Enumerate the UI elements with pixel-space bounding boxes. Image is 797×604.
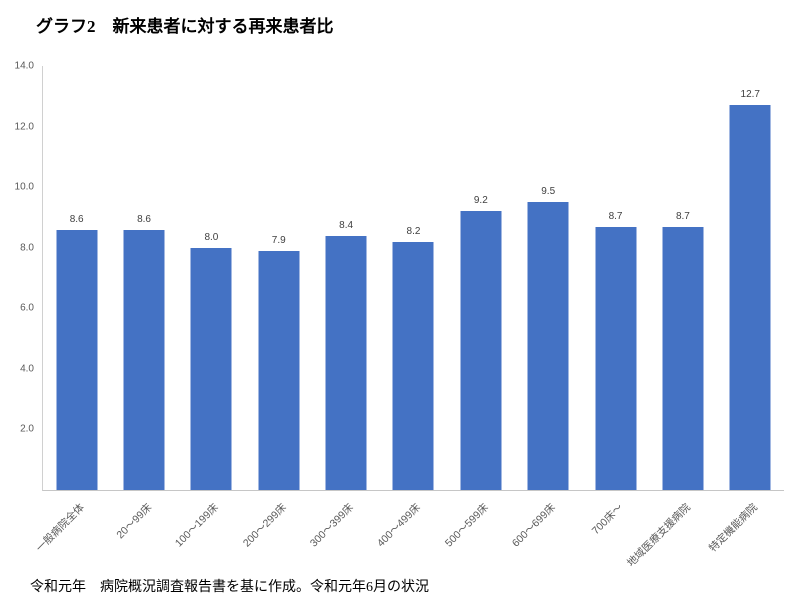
bar-value-label: 9.5 xyxy=(541,186,556,198)
x-axis-label: 200～299床 xyxy=(240,501,289,550)
x-axis-label: 地域医療支援病院 xyxy=(624,501,693,570)
y-tick-label: 8.0 xyxy=(20,242,34,254)
x-axis-label: 600～699床 xyxy=(509,501,559,550)
bar-value-label: 9.2 xyxy=(473,195,488,207)
bar xyxy=(729,105,771,490)
x-axis-label: 500～599床 xyxy=(442,501,491,550)
y-tick-label: 12.0 xyxy=(14,121,34,133)
bar-slot: 8.7 地域医療支援病院 xyxy=(625,66,716,569)
bar-value-label: 8.7 xyxy=(608,210,623,222)
bar xyxy=(392,241,434,490)
bar-value-label: 7.9 xyxy=(271,234,286,246)
bar-slot: 8.7 700床～ xyxy=(582,66,649,537)
bar-value-label: 12.7 xyxy=(740,89,760,101)
y-tick-label: 6.0 xyxy=(20,302,34,314)
bars: 8.6 一般病院全体 8.6 20～99床 8.0 100～199床 7.9 200～299床… xyxy=(34,66,784,569)
plot-area: 8.6 一般病院全体 8.6 20～99床 8.0 100～199床 7.9 200～299床… xyxy=(34,66,784,569)
bar-value-label: 8.6 xyxy=(69,213,84,225)
bar-slot: 8.6 一般病院全体 xyxy=(34,66,110,554)
bar xyxy=(123,229,165,490)
chart-title: グラフ2 新来患者に対する再来患者比 xyxy=(36,17,334,36)
bar xyxy=(595,226,637,490)
bar-slot: 9.2 500～599床 xyxy=(443,66,514,550)
bar-slot: 7.9 200～299床 xyxy=(241,66,312,550)
bar xyxy=(325,235,367,490)
bar-value-label: 8.2 xyxy=(406,225,421,237)
source-note: 令和元年 病院概況調査報告書を基に作成。令和元年6月の状況 xyxy=(30,580,429,595)
x-axis-label: 20～99床 xyxy=(114,501,154,542)
x-axis-label: 400～499床 xyxy=(375,501,424,550)
bar-slot: 8.6 20～99床 xyxy=(110,66,177,541)
y-axis: 2.0 4.0 6.0 8.0 10.0 12.0 14.0 xyxy=(0,61,38,490)
y-tick-label: 14.0 xyxy=(14,60,34,72)
bar-slot: 8.4 300～399床 xyxy=(308,66,379,550)
y-tick-label: 2.0 xyxy=(20,423,34,435)
bar xyxy=(662,226,704,490)
x-axis-label: 100～199床 xyxy=(173,501,222,550)
x-axis-label: 一般病院全体 xyxy=(33,501,87,555)
bar-value-label: 8.4 xyxy=(339,219,354,231)
bar-slot: 8.2 400～499床 xyxy=(375,66,447,550)
y-tick-label: 10.0 xyxy=(14,181,34,193)
bar-value-label: 8.7 xyxy=(675,210,690,222)
bar-value-label: 8.6 xyxy=(137,213,151,225)
bar xyxy=(460,211,502,490)
bar xyxy=(190,247,232,490)
bar-value-label: 8.0 xyxy=(204,231,219,243)
x-axis-label: 300～399床 xyxy=(307,501,357,550)
bar-slot: 9.5 600～699床 xyxy=(510,66,582,550)
x-axis-label: 特定機能病院 xyxy=(707,501,761,555)
bar-slot: 12.7 特定機能病院 xyxy=(707,66,784,554)
bar xyxy=(56,229,98,490)
bar xyxy=(258,250,300,490)
x-axis-label: 700床～ xyxy=(589,501,626,538)
bar-slot: 8.0 100～199床 xyxy=(173,66,245,550)
bar xyxy=(527,202,569,490)
y-tick-label: 4.0 xyxy=(20,363,34,375)
